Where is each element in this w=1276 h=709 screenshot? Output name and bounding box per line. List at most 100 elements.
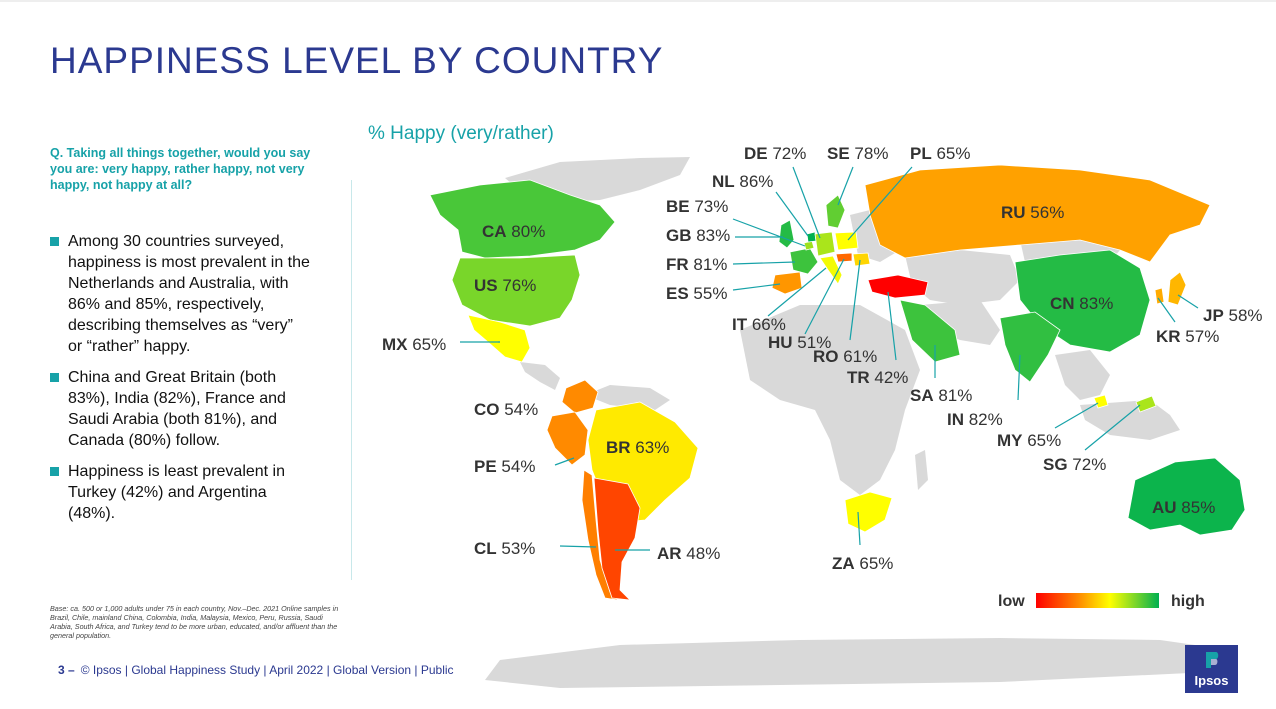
survey-question: Q. Taking all things together, would you…: [50, 146, 311, 192]
country-label-DE: DE 72%: [744, 144, 806, 163]
country-label-CA: CA 80%: [482, 222, 545, 241]
legend-high-label: high: [1171, 593, 1205, 610]
footer: 3 – © Ipsos | Global Happiness Study | Ap…: [58, 663, 454, 677]
bullet-square-icon: [50, 373, 59, 382]
country-label-CL: CL 53%: [474, 539, 535, 558]
leader-line-FR: [732, 261, 796, 265]
country-shape-RO: [852, 252, 871, 267]
country-label-JP: JP 58%: [1203, 306, 1263, 325]
leader-line-CL: [559, 545, 597, 548]
country-label-RO: RO 61%: [813, 347, 877, 366]
country-label-SE: SE 78%: [827, 144, 888, 163]
country-shape-SA: [899, 299, 961, 363]
country-labels: CA 80% US 76% MX 65% CO 54% PE 54% BR 63% CL 5…: [382, 144, 1263, 573]
country-label-PL: PL 65%: [910, 144, 970, 163]
country-shape-RU: [864, 164, 1211, 263]
country-label-KR: KR 57%: [1156, 327, 1219, 346]
country-label-NL: NL 86%: [712, 172, 773, 191]
leader-line-KR: [1157, 297, 1176, 323]
country-shape-MX: [467, 314, 531, 363]
country-label-ES: ES 55%: [666, 284, 727, 303]
country-label-AU: AU 85%: [1152, 498, 1215, 517]
country-shape-GB: [778, 219, 795, 249]
country-shape-FR: [789, 247, 819, 275]
central-asia-shape: [905, 250, 1020, 305]
leader-line-ZA: [857, 511, 861, 546]
country-label-BR: BR 63%: [606, 438, 669, 457]
country-label-RU: RU 56%: [1001, 203, 1064, 222]
chart-title: % Happy (very/rather): [368, 123, 554, 144]
leader-line-SE: [837, 166, 854, 206]
country-shape-CO: [561, 379, 599, 414]
legend-low-label: low: [998, 593, 1025, 610]
leader-line-DE: [792, 166, 821, 239]
leader-line-IT: [767, 267, 827, 317]
bullet-square-icon: [50, 237, 59, 246]
country-label-CO: CO 54%: [474, 400, 538, 419]
leader-line-MY: [1054, 402, 1099, 429]
bullet-square-icon: [50, 467, 59, 476]
africa-shape: [740, 305, 920, 495]
finding-text: Among 30 countries surveyed, happiness i…: [68, 233, 310, 355]
country-label-FR: FR 81%: [666, 255, 727, 274]
country-shape-DE: [814, 231, 836, 257]
leader-line-IN: [1017, 354, 1021, 401]
legend-gradient-bar: [1036, 593, 1159, 608]
country-shape-BE: [803, 240, 815, 251]
country-label-SA: SA 81%: [910, 386, 972, 405]
country-shape-PL: [834, 231, 859, 251]
country-shape-SG: [1135, 395, 1157, 413]
leader-line-SG: [1084, 404, 1141, 451]
country-shape-MY: [1093, 394, 1109, 409]
madagascar-shape: [915, 450, 928, 490]
country-shape-IT: [819, 255, 843, 285]
country-shape-IN: [999, 311, 1061, 383]
central-america-shape: [520, 362, 560, 390]
finding-text: Happiness is least prevalent in Turkey (…: [68, 463, 286, 522]
southeast-asia-shape: [1055, 350, 1110, 400]
country-shape-US: [451, 254, 581, 327]
south-america-north-shape: [585, 385, 670, 410]
leader-line-HU: [804, 258, 845, 335]
leader-line-TR: [887, 291, 897, 361]
leader-line-PL: [847, 166, 913, 241]
finding-item: Among 30 countries surveyed, happiness i…: [50, 231, 310, 357]
key-findings: Among 30 countries surveyed, happiness i…: [50, 231, 310, 534]
antarctica-shape: [485, 638, 1230, 688]
page-number: 3 –: [58, 663, 75, 677]
finding-item: Happiness is least prevalent in Turkey (…: [50, 461, 310, 524]
country-label-AR: AR 48%: [657, 544, 720, 563]
country-shape-TR: [867, 274, 929, 299]
country-label-ZA: ZA 65%: [832, 554, 893, 573]
column-divider: [351, 180, 352, 580]
country-label-MX: MX 65%: [382, 335, 446, 354]
country-shape-NL: [806, 231, 817, 243]
leader-line-BE: [732, 218, 806, 247]
country-label-CN: CN 83%: [1050, 294, 1113, 313]
country-label-IT: IT 66%: [732, 315, 786, 334]
ipsos-logo: Ipsos: [1185, 645, 1238, 693]
country-label-TR: TR 42%: [847, 368, 908, 387]
country-label-SG: SG 72%: [1043, 455, 1106, 474]
country-shape-AU: [1127, 457, 1246, 536]
top-divider: [0, 0, 1276, 2]
country-shape-CA: [429, 179, 616, 259]
country-shape-HU: [835, 252, 853, 263]
country-shape-AR: [593, 477, 641, 601]
country-shape-ZA: [844, 491, 893, 533]
finding-item: China and Great Britain (both 83%), Indi…: [50, 367, 310, 451]
country-label-IN: IN 82%: [947, 410, 1003, 429]
country-shape-CL: [581, 469, 620, 601]
country-shape-ES: [771, 271, 803, 295]
country-label-US: US 76%: [474, 276, 536, 295]
country-label-PE: PE 54%: [474, 457, 535, 476]
logo-text: Ipsos: [1194, 673, 1229, 688]
finding-text: China and Great Britain (both 83%), Indi…: [68, 369, 286, 449]
page-title: HAPPINESS LEVEL BY COUNTRY: [50, 40, 664, 81]
country-label-HU: HU 51%: [768, 333, 831, 352]
country-shape-PE: [546, 411, 589, 466]
country-label-MY: MY 65%: [997, 431, 1061, 450]
indonesia-shape: [1080, 400, 1180, 440]
leader-lines: [460, 166, 1199, 551]
